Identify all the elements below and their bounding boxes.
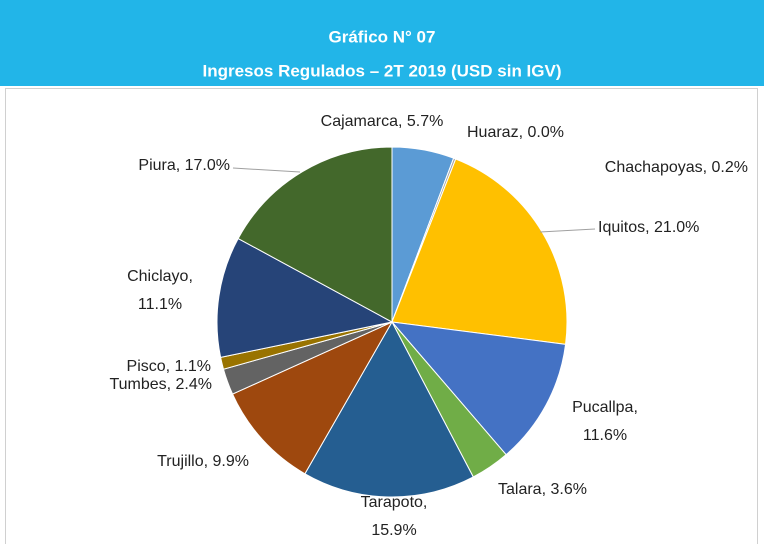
data-label: Pucallpa, 11.6% (572, 399, 638, 444)
plot-border (5, 88, 758, 544)
data-label: Huaraz, 0.0% (467, 124, 564, 141)
pie-slice (237, 146, 393, 323)
pie-slice (391, 158, 568, 345)
header-banner (0, 0, 764, 86)
data-label: Piura, 17.0% (138, 157, 230, 174)
leader-line (539, 228, 596, 233)
data-label: Chachapoyas, 0.2% (605, 159, 748, 176)
data-label: Iquitos, 21.0% (598, 219, 699, 236)
chart-subtitle: Ingresos Regulados – 2T 2019 (USD sin IG… (203, 61, 562, 80)
pie-slice (231, 320, 394, 475)
data-label: Cajamarca, 5.7% (321, 113, 444, 130)
data-label: Talara, 3.6% (498, 481, 587, 498)
data-label: Chiclayo, 11.1% (127, 268, 193, 313)
data-label: Tarapoto, 15.9% (361, 494, 428, 539)
data-label: Pisco, 1.1% (127, 358, 211, 375)
pie-slice (304, 320, 474, 498)
data-label: Tumbes, 2.4% (109, 376, 212, 393)
leader-line (232, 167, 301, 173)
chart-title: Gráfico N° 07 (329, 27, 436, 46)
data-label: Trujillo, 9.9% (157, 453, 249, 470)
pie-slice (390, 321, 567, 456)
pie-slice (216, 237, 394, 358)
